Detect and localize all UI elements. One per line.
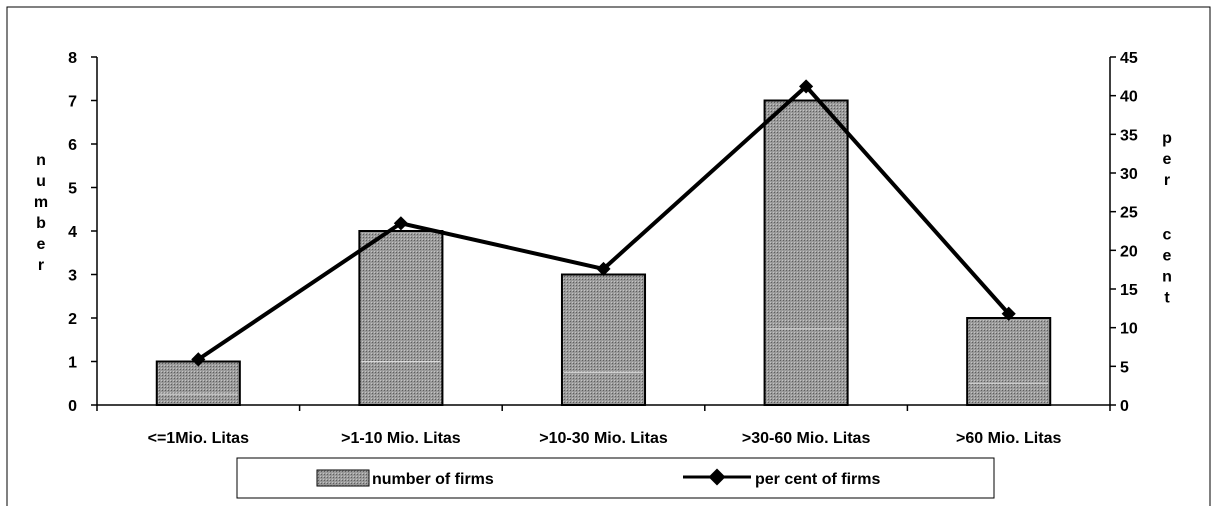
line-point-2 [596, 261, 611, 276]
y-right-tick-label-2: 10 [1120, 321, 1138, 338]
bar-2 [560, 273, 647, 406]
y-right-title-letter-7: t [1164, 290, 1170, 307]
y-left-tick-label-0: 0 [68, 398, 77, 415]
y-right-tick-label-4: 20 [1120, 243, 1138, 260]
y-left-title-letter-1: u [36, 173, 46, 190]
y-right-tick-label-6: 30 [1120, 166, 1138, 183]
y-right-title-letter-2: r [1164, 172, 1170, 189]
y-right-tick-label-0: 0 [1120, 398, 1129, 415]
legend-swatch-bar [316, 469, 370, 487]
line-point-0 [191, 352, 206, 367]
line-point-4 [1001, 306, 1016, 321]
y-left-tick-label-1: 1 [68, 355, 77, 372]
line-point-1 [393, 216, 408, 231]
x-tick-label-2: >10-30 Mio. Litas [539, 430, 668, 447]
x-tick-label-3: >30-60 Mio. Litas [742, 430, 871, 447]
y-left-tick-label-7: 7 [68, 94, 77, 111]
x-tick-label-1: >1-10 Mio. Litas [341, 430, 461, 447]
y-left-title-letter-4: e [37, 236, 46, 253]
bar-1 [358, 230, 444, 406]
legend-label-bar: number of firms [372, 471, 494, 488]
x-tick-label-4: >60 Mio. Litas [956, 430, 1061, 447]
x-tick-label-0: <=1Mio. Litas [148, 430, 249, 447]
y-left-title-letter-2: m [34, 194, 48, 211]
y-right-tick-label-7: 35 [1120, 127, 1138, 144]
y-left-tick-label-4: 4 [68, 224, 77, 241]
y-left-tick-label-2: 2 [68, 311, 77, 328]
y-right-title-letter-0: p [1162, 130, 1172, 147]
chart-border [6, 6, 1211, 506]
y-right-tick-label-3: 15 [1120, 282, 1138, 299]
y-left-title-letter-3: b [36, 215, 46, 232]
bar-0 [155, 360, 241, 406]
y-left-tick-label-6: 6 [68, 137, 77, 154]
y-left-tick-label-8: 8 [68, 50, 77, 67]
y-right-tick-label-1: 5 [1120, 359, 1129, 376]
legend-swatch-marker [708, 468, 726, 486]
line-layer [191, 79, 1016, 367]
y-right-title-letter-6: n [1162, 269, 1172, 286]
legend: number of firms per cent of firms [236, 457, 995, 499]
y-right-tick-label-5: 25 [1120, 205, 1138, 222]
bars-layer [155, 99, 1052, 406]
y-left-tick-label-5: 5 [68, 181, 77, 198]
y-right-title-letter-1: e [1163, 151, 1172, 168]
legend-label-line: per cent of firms [755, 471, 880, 488]
y-right-title-letter-4: c [1163, 227, 1172, 244]
y-left-title-letter-5: r [38, 257, 44, 274]
y-right-tick-label-9: 45 [1120, 50, 1138, 67]
y-right-title-letter-5: e [1163, 248, 1172, 265]
axes-layer [91, 56, 1116, 411]
bar-3 [763, 99, 849, 406]
line-point-3 [799, 79, 814, 94]
bar-4 [966, 317, 1052, 406]
y-right-tick-label-8: 40 [1120, 89, 1138, 106]
y-left-title-letter-0: n [36, 152, 46, 169]
y-left-tick-label-3: 3 [68, 268, 77, 285]
labels-layer: <=1Mio. Litas >1-10 Mio. Litas >10-30 Mio.… [34, 50, 1172, 447]
